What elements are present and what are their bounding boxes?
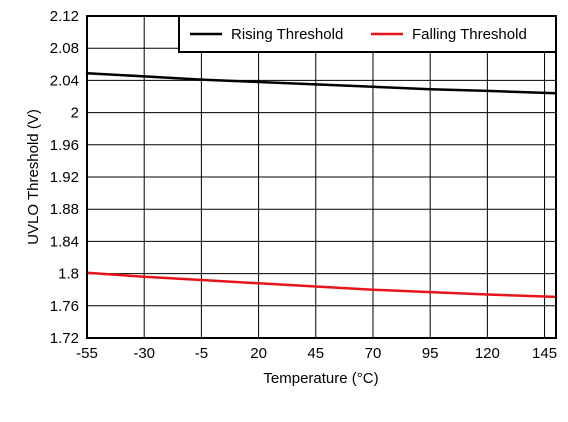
y-tick-label: 2.04 [50, 72, 79, 89]
x-tick-label: 45 [307, 345, 324, 362]
y-tick-label: 1.84 [50, 233, 79, 250]
series-layer [85, 71, 558, 299]
legend: Rising Threshold Falling Threshold [178, 15, 557, 53]
legend-label-falling: Falling Threshold [412, 26, 527, 43]
x-tick-label: 145 [532, 345, 557, 362]
x-axis-title: Temperature (°C) [263, 370, 378, 387]
x-tick-label: -30 [133, 345, 155, 362]
y-tick-label: 1.92 [50, 169, 79, 186]
x-tick-label: -55 [76, 345, 98, 362]
y-tick-label: 2 [71, 105, 79, 122]
x-tick-label: 70 [365, 345, 382, 362]
y-tick-label: 1.88 [50, 201, 79, 218]
x-tick-label: 95 [422, 345, 439, 362]
y-tick-label: 1.76 [50, 298, 79, 315]
x-tick-label: 120 [475, 345, 500, 362]
y-tick-label: 1.72 [50, 330, 79, 347]
x-tick-labels: -55 -30 -5 20 45 70 95 120 145 [76, 345, 557, 362]
series-line-falling-threshold [85, 271, 558, 299]
legend-box [178, 15, 557, 53]
series-line-rising-threshold [85, 71, 558, 95]
x-tick-label: -5 [195, 345, 208, 362]
y-tick-label: 1.96 [50, 137, 79, 154]
y-tick-label: 2.08 [50, 40, 79, 57]
x-tick-label: 20 [250, 345, 267, 362]
y-tick-label: 2.12 [50, 8, 79, 25]
legend-label-rising: Rising Threshold [231, 26, 343, 43]
y-tick-label: 1.8 [58, 266, 79, 283]
y-axis-title: UVLO Threshold (V) [25, 109, 42, 245]
y-tick-labels: 1.72 1.76 1.8 1.84 1.88 1.92 1.96 2 2.04 2.08 2.12 [50, 8, 79, 347]
